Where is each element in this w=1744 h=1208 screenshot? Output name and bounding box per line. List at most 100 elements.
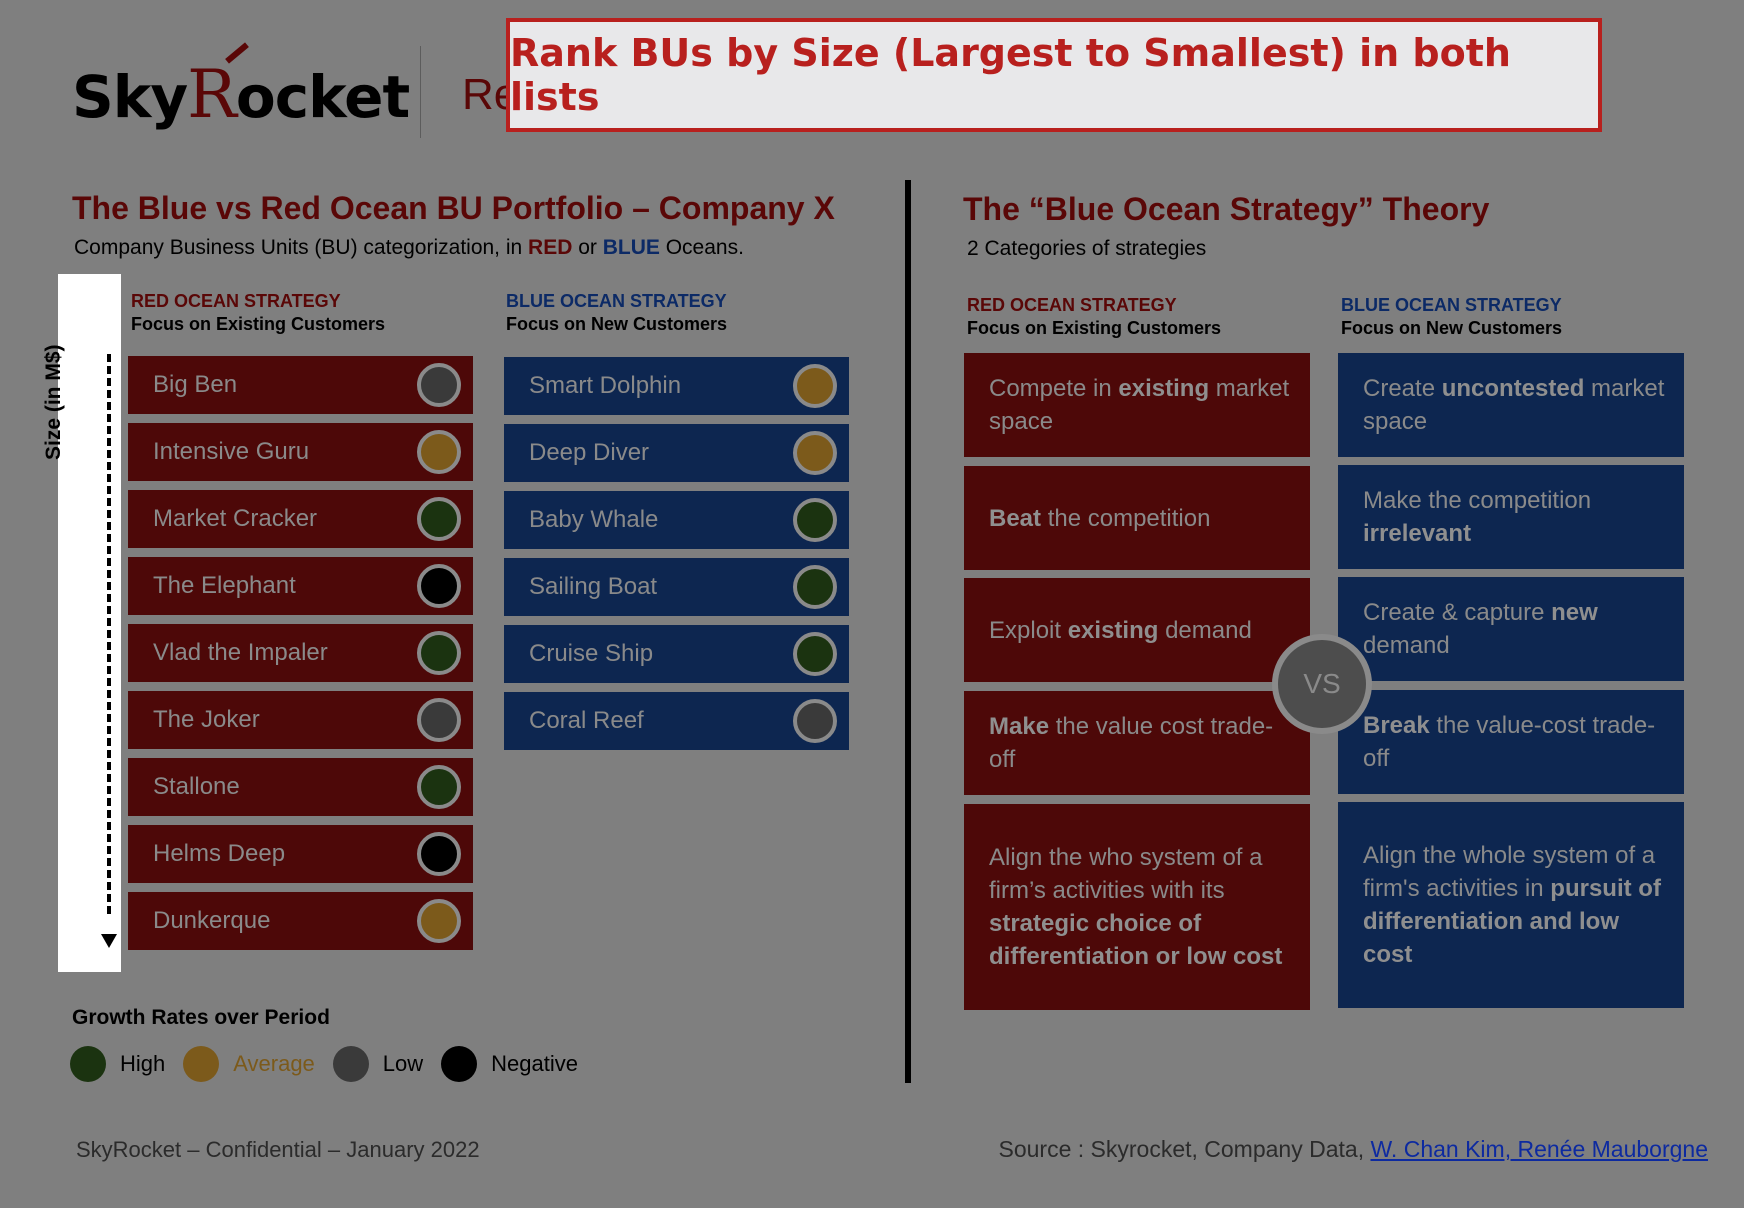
logo-wordmark: SkyRocket <box>72 56 410 133</box>
source-link[interactable]: W. Chan Kim, Renée Mauborgne <box>1370 1136 1708 1162</box>
strategy-text: Create & capture new demand <box>1363 599 1598 659</box>
bu-name: Intensive Guru <box>153 438 310 465</box>
blue-bu-item: Coral Reef <box>504 692 849 750</box>
bu-name: Sailing Boat <box>529 573 658 600</box>
red-bu-item: Dunkerque <box>128 892 473 950</box>
growth-dot-icon <box>417 564 461 608</box>
strategy-text: Break the value-cost trade-off <box>1363 712 1656 772</box>
red-bu-item: The Elephant <box>128 557 473 615</box>
theory-blue-column-header: BLUE OCEAN STRATEGY Focus on New Custome… <box>1341 295 1563 338</box>
portfolio-subtitle: Company Business Units (BU) categorizati… <box>74 236 744 259</box>
strategy-text: Align the who system of a firm’s activit… <box>989 844 1283 970</box>
growth-dot-icon <box>793 498 837 542</box>
logo-divider <box>420 46 421 138</box>
size-axis-label: Size (in M$) <box>42 344 65 460</box>
strategy-text: Make the value cost trade-off <box>989 713 1274 773</box>
blue-bu-item: Deep Diver <box>504 424 849 482</box>
red-strategy-card: Exploit existing demand <box>964 578 1310 682</box>
blue-bu-item: Cruise Ship <box>504 625 849 683</box>
footer-confidential: SkyRocket – Confidential – January 2022 <box>76 1137 480 1162</box>
skyrocket-logo: SkyRocket <box>72 42 410 133</box>
red-bu-item: Helms Deep <box>128 825 473 883</box>
bu-name: Smart Dolphin <box>529 372 682 399</box>
legend-item-negative: Negative <box>441 1046 578 1082</box>
growth-dot-icon <box>793 632 837 676</box>
footer-source: Source : Skyrocket, Company Data, W. Cha… <box>998 1136 1708 1162</box>
bu-red-column-header: RED OCEAN STRATEGY Focus on Existing Cus… <box>131 291 386 334</box>
red-bu-item: Intensive Guru <box>128 423 473 481</box>
size-axis-dashed-line <box>107 354 111 914</box>
growth-dot-icon <box>417 430 461 474</box>
blue-bu-item: Baby Whale <box>504 491 849 549</box>
bu-name: Stallone <box>153 773 240 800</box>
red-bu-item: Market Cracker <box>128 490 473 548</box>
bu-name: Coral Reef <box>529 707 644 734</box>
growth-dot-icon <box>417 832 461 876</box>
strategy-text: Compete in existing market space <box>989 375 1290 435</box>
red-bu-item: The Joker <box>128 691 473 749</box>
bu-name: Deep Diver <box>529 439 650 466</box>
blue-bu-item: Smart Dolphin <box>504 357 849 415</box>
red-strategy-card: Make the value cost trade-off <box>964 691 1310 795</box>
bu-name: Baby Whale <box>529 506 659 533</box>
growth-dot-icon <box>793 431 837 475</box>
bu-name: Cruise Ship <box>529 640 654 667</box>
legend-label: High <box>120 1051 166 1076</box>
legend-dot-icon <box>332 1046 369 1082</box>
bu-name: The Elephant <box>153 572 296 599</box>
bu-name: The Joker <box>153 706 260 733</box>
legend-label: Average <box>233 1051 315 1076</box>
legend-item-average: Average <box>183 1046 315 1082</box>
theory-subtitle: 2 Categories of strategies <box>967 237 1207 260</box>
strategy-text: Make the competition irrelevant <box>1363 487 1592 547</box>
vs-badge: VS <box>1272 634 1372 734</box>
strategy-text: Exploit existing demand <box>989 616 1252 644</box>
growth-dot-icon <box>417 698 461 742</box>
legend-item-low: Low <box>332 1046 424 1082</box>
red-bu-item: Stallone <box>128 758 473 816</box>
red-bu-item: Vlad the Impaler <box>128 624 473 682</box>
blue-strategy-card: Create & capture new demand <box>1338 577 1684 681</box>
bu-name: Dunkerque <box>153 907 271 934</box>
theory-red-column-header: RED OCEAN STRATEGY Focus on Existing Cus… <box>967 295 1222 338</box>
growth-dot-icon <box>793 364 837 408</box>
bu-name: Market Cracker <box>153 505 318 532</box>
section-divider <box>905 180 911 1083</box>
growth-dot-icon <box>417 899 461 943</box>
red-strategy-card: Compete in existing market space <box>964 353 1310 457</box>
growth-dot-icon <box>793 699 837 743</box>
legend-item-high: High <box>70 1046 165 1082</box>
legend-title: Growth Rates over Period <box>72 1006 330 1029</box>
blue-strategy-card: Break the value-cost trade-off <box>1338 690 1684 794</box>
instruction-banner: Rank BUs by Size (Largest to Smallest) i… <box>506 18 1602 132</box>
red-strategy-card: Align the who system of a firm’s activit… <box>964 804 1310 1010</box>
blue-strategy-card: Create uncontested market space <box>1338 353 1684 457</box>
growth-dot-icon <box>417 497 461 541</box>
legend-dot-icon <box>70 1046 106 1082</box>
size-axis: Size (in M$) <box>42 274 121 972</box>
bu-name: Big Ben <box>153 371 238 398</box>
legend-dot-icon <box>183 1046 220 1082</box>
strategy-text: Create uncontested market space <box>1363 375 1665 435</box>
bu-name: Helms Deep <box>153 840 286 867</box>
legend-label: Low <box>382 1051 424 1076</box>
bu-name: Vlad the Impaler <box>153 639 328 666</box>
growth-dot-icon <box>417 765 461 809</box>
strategy-text: Align the whole system of a firm's activ… <box>1363 842 1661 968</box>
blue-strategy-card: Align the whole system of a firm's activ… <box>1338 802 1684 1008</box>
legend-label: Negative <box>491 1051 578 1076</box>
portfolio-title: The Blue vs Red Ocean BU Portfolio – Com… <box>72 190 835 226</box>
strategy-text: Beat the competition <box>989 504 1211 532</box>
theory-title: The “Blue Ocean Strategy” Theory <box>963 191 1490 227</box>
growth-dot-icon <box>417 631 461 675</box>
growth-dot-icon <box>793 565 837 609</box>
legend-dot-icon <box>441 1046 478 1082</box>
blue-bu-item: Sailing Boat <box>504 558 849 616</box>
instruction-text: Rank BUs by Size (Largest to Smallest) i… <box>510 31 1511 119</box>
red-bu-item: Big Ben <box>128 356 473 414</box>
growth-dot-icon <box>417 363 461 407</box>
red-strategy-card: Beat the competition <box>964 466 1310 570</box>
growth-legend: High Average Low Negative <box>70 1046 596 1082</box>
bu-blue-column-header: BLUE OCEAN STRATEGY Focus on New Custome… <box>506 291 728 334</box>
blue-strategy-card: Make the competition irrelevant <box>1338 465 1684 569</box>
